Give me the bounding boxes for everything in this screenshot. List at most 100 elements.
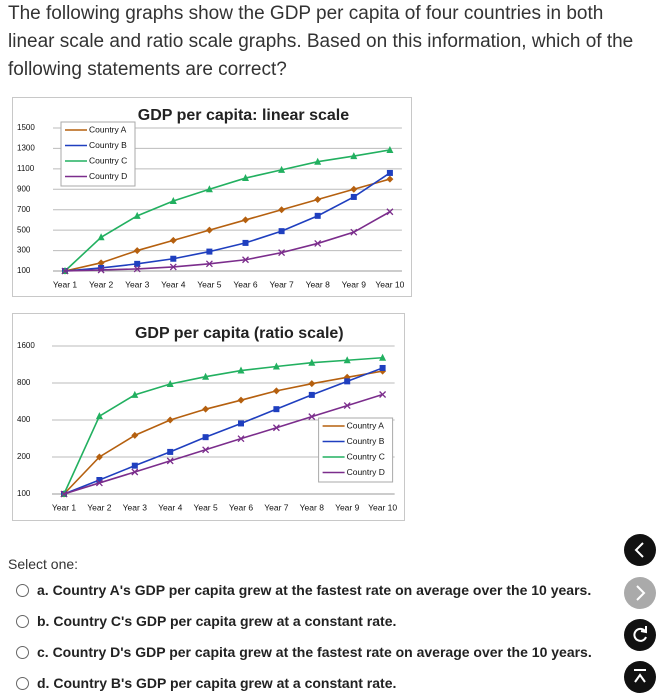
marker [169, 236, 177, 244]
legend: Country A Country B Country C Country D [60, 121, 136, 187]
marker [95, 412, 103, 420]
option[interactable]: d. Country B's GDP per capita grew at a … [16, 675, 396, 691]
marker [308, 358, 316, 366]
marker [205, 226, 213, 234]
marker [314, 196, 322, 203]
side-buttons [624, 534, 656, 693]
marker [242, 174, 249, 182]
marker [386, 145, 394, 153]
y-tick-label: 300 [17, 246, 31, 255]
marker [272, 387, 280, 395]
option[interactable]: c. Country D's GDP per capita grew at th… [16, 644, 592, 660]
x-tick-label: Year 5 [197, 279, 222, 289]
marker [350, 152, 358, 160]
y-tick-label: 400 [17, 415, 31, 424]
x-tick-label: Year 4 [158, 502, 183, 512]
chart-title: GDP per capita (ratio scale) [135, 325, 344, 342]
legend-label: Country D [89, 171, 127, 181]
next-button[interactable] [624, 577, 656, 609]
marker [273, 406, 280, 413]
marker [133, 247, 141, 255]
series-line [64, 149, 391, 272]
y-tick-label: 1600 [17, 341, 35, 350]
marker [205, 260, 213, 268]
marker [308, 380, 316, 388]
legend-label: Country C [89, 155, 127, 165]
select-label: Select one: [8, 556, 79, 572]
series-line [63, 370, 383, 495]
marker [202, 405, 210, 413]
marker [379, 367, 387, 375]
marker [170, 255, 177, 262]
marker [96, 476, 103, 483]
legend: Country A Country B Country C Country D [318, 417, 394, 483]
marker [379, 391, 387, 398]
marker [202, 446, 210, 454]
refresh-button[interactable] [624, 619, 656, 651]
x-tick-label: Year 1 [52, 502, 77, 512]
marker [167, 448, 174, 455]
marker [205, 185, 213, 193]
marker [242, 239, 249, 246]
option-text: c. Country D's GDP per capita grew at th… [37, 644, 592, 660]
chart-ratio: GDP per capita (ratio scale) 100 200 400 800… [12, 313, 405, 521]
option[interactable]: b. Country C's GDP per capita grew at a … [16, 613, 396, 629]
marker [314, 157, 322, 165]
option-text: d. Country B's GDP per capita grew at a … [37, 675, 397, 691]
marker [314, 212, 321, 219]
marker [133, 265, 141, 273]
series-line [64, 211, 391, 272]
y-tick-label: 200 [17, 452, 31, 461]
marker [379, 353, 387, 361]
marker [202, 434, 209, 441]
y-tick-label: 1500 [17, 123, 35, 132]
marker [238, 420, 244, 427]
legend-box [60, 121, 136, 187]
legend-label: Country B [89, 140, 127, 150]
marker [237, 396, 245, 404]
x-tick-label: Year 7 [264, 502, 289, 512]
marker [166, 457, 174, 465]
legend-label: Country B [347, 436, 385, 446]
y-tick-label: 100 [17, 489, 31, 498]
series-line [64, 178, 391, 272]
x-tick-label: Year 10 [375, 279, 404, 289]
marker [133, 211, 141, 219]
y-tick-label: 900 [17, 184, 31, 193]
legend-label: Country D [347, 467, 385, 477]
marker [242, 216, 249, 224]
marker [343, 356, 351, 364]
question: The following graphs show the GDP per ca… [8, 3, 634, 80]
marker [131, 431, 139, 439]
x-tick-label: Year 10 [368, 502, 397, 512]
prev-button[interactable] [624, 534, 656, 566]
marker [386, 208, 394, 216]
marker [237, 366, 245, 374]
marker [166, 380, 174, 388]
x-tick-label: Year 2 [89, 279, 114, 289]
marker [169, 263, 177, 271]
marker [98, 264, 105, 271]
marker [95, 479, 103, 487]
marker [343, 402, 351, 410]
option[interactable]: a. Country A's GDP per capita grew at th… [16, 582, 591, 598]
x-tick-label: Year 9 [342, 279, 367, 289]
x-tick-label: Year 8 [300, 502, 325, 512]
top-button[interactable] [624, 661, 656, 693]
x-tick-label: Year 8 [306, 279, 331, 289]
marker [61, 267, 69, 275]
series-line [64, 172, 391, 272]
y-tick-label: 800 [17, 378, 31, 387]
marker [131, 390, 139, 398]
marker [379, 364, 386, 371]
x-tick-label: Year 6 [233, 279, 258, 289]
marker [350, 193, 357, 200]
marker [97, 233, 105, 241]
legend-box [318, 417, 394, 483]
marker [386, 175, 394, 183]
x-tick-label: Year 5 [193, 502, 218, 512]
marker [308, 413, 316, 421]
y-tick-label: 1100 [17, 164, 35, 173]
marker [202, 372, 210, 380]
